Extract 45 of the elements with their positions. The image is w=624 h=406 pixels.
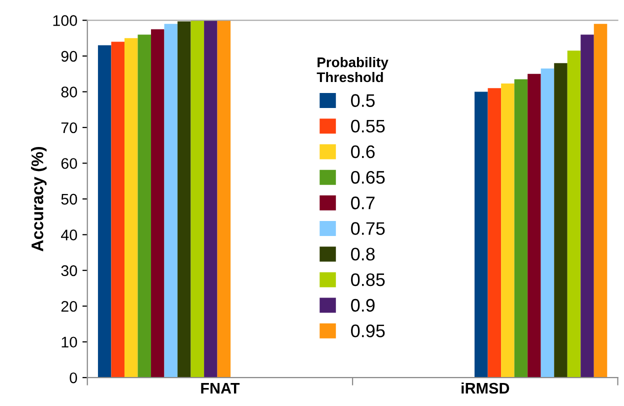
x-tick-label: FNAT — [201, 383, 240, 394]
y-tick-label: 70 — [61, 122, 78, 134]
bar — [501, 84, 514, 378]
y-tick-label: 60 — [61, 158, 78, 169]
legend-label: 0.75 — [351, 222, 385, 235]
legend-label: 0.8 — [351, 248, 375, 261]
bar — [190, 20, 204, 378]
bar — [540, 68, 554, 378]
bar — [151, 29, 164, 378]
legend-label: 0.65 — [351, 170, 385, 184]
legend-label: 0.95 — [351, 324, 385, 338]
legend-label: 0.55 — [351, 120, 385, 133]
y-tick-label: 90 — [61, 50, 78, 62]
bar — [580, 34, 594, 378]
x-tick-label: iRMSD — [462, 382, 510, 394]
legend-label: 0.9 — [351, 298, 375, 312]
bar — [138, 34, 152, 378]
y-tick-label: 10 — [62, 336, 78, 348]
y-axis-title: Accuracy (%) — [31, 146, 47, 252]
bar — [124, 38, 138, 378]
y-tick-label: 50 — [61, 194, 78, 205]
bar — [514, 79, 528, 378]
y-tick-label: 100 — [53, 15, 78, 26]
legend-label: 0.5 — [351, 94, 375, 107]
y-tick-label: 30 — [61, 265, 78, 276]
bar — [528, 74, 541, 378]
y-tick-label: 80 — [61, 86, 78, 98]
bar — [217, 20, 231, 378]
bar — [164, 24, 178, 378]
bar — [98, 45, 112, 378]
bar — [554, 63, 568, 378]
legend-label: 0.7 — [351, 196, 375, 210]
bar — [567, 50, 581, 378]
bar — [204, 20, 218, 378]
y-tick-label: 0 — [70, 372, 78, 384]
bar — [474, 92, 488, 378]
legend-title: Probability Threshold — [316, 57, 388, 82]
bar — [594, 24, 608, 378]
bar — [488, 88, 502, 378]
legend-label: 0.6 — [351, 145, 375, 158]
y-tick-label: 40 — [60, 230, 78, 240]
bar — [178, 21, 191, 378]
bar — [111, 42, 124, 378]
legend-label: 0.85 — [351, 273, 385, 286]
y-tick-label: 20 — [61, 300, 78, 312]
